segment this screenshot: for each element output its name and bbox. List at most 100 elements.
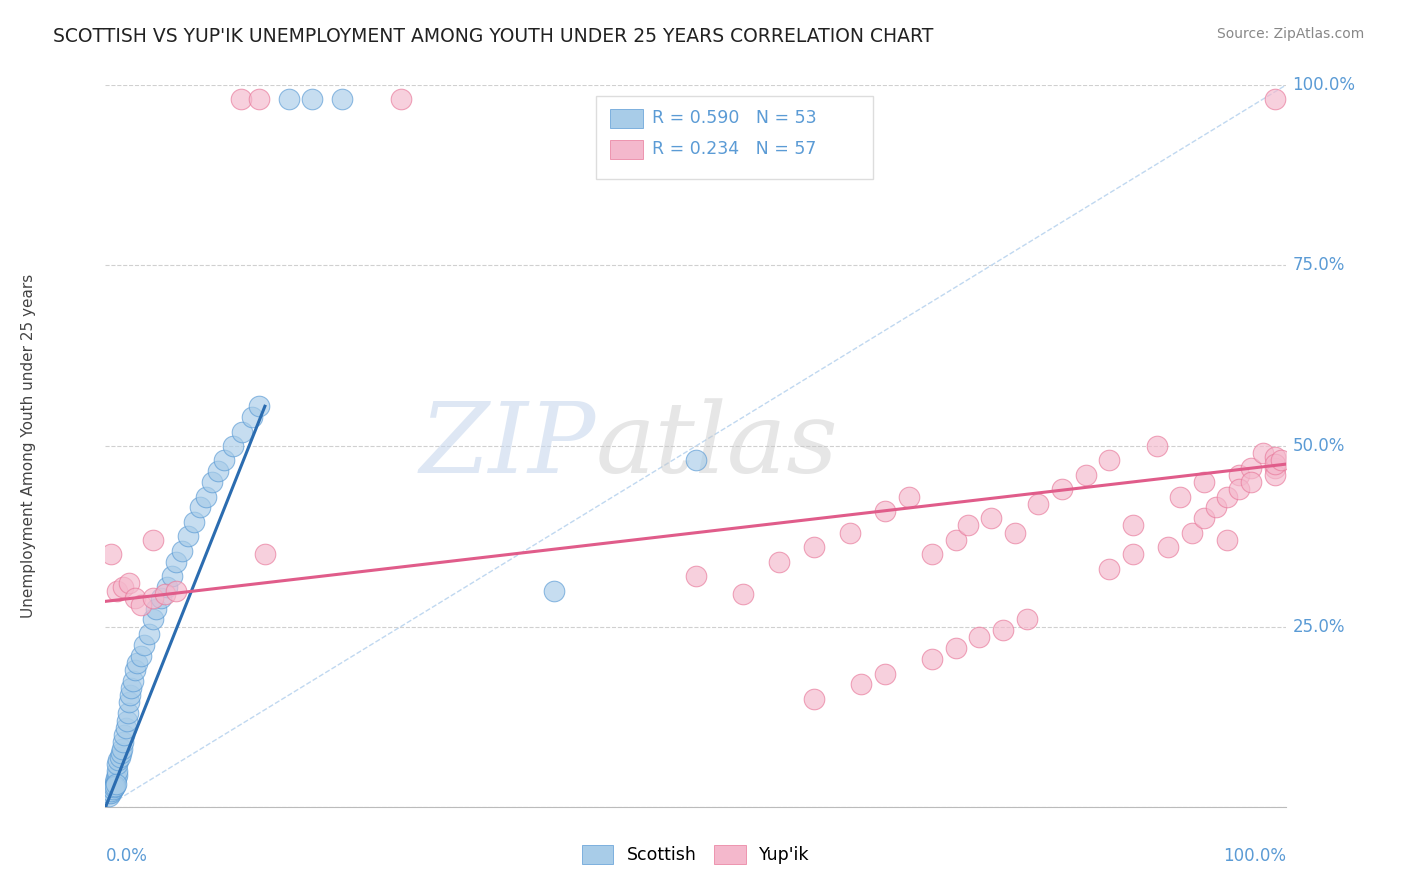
Point (330, 92, 353, 106)
Point (1192, 475, 1215, 489)
Point (194, 490, 217, 504)
Point (1216, 490, 1239, 504)
Point (389, 92, 412, 106)
Point (207, 464, 229, 478)
Point (134, 638, 156, 652)
Point (991, 624, 1014, 638)
Point (101, 782, 124, 797)
Point (969, 631, 991, 645)
Point (945, 641, 967, 656)
Point (121, 673, 143, 688)
Point (803, 692, 825, 706)
Point (945, 533, 967, 547)
Point (921, 652, 943, 666)
Point (129, 648, 152, 663)
Point (120, 688, 142, 702)
Point (104, 779, 127, 793)
Point (897, 490, 920, 504)
Point (240, 410, 263, 425)
FancyBboxPatch shape (596, 95, 873, 178)
Point (247, 399, 270, 413)
Point (112, 735, 135, 749)
Point (149, 591, 172, 605)
Text: 50.0%: 50.0% (1292, 437, 1344, 455)
Point (104, 775, 127, 789)
Point (112, 580, 135, 594)
Point (129, 598, 152, 612)
Point (1098, 453, 1121, 467)
Point (1264, 460, 1286, 475)
Point (100, 784, 122, 798)
Point (733, 587, 755, 601)
Point (172, 543, 194, 558)
Point (117, 706, 139, 721)
Point (1004, 525, 1026, 540)
Point (851, 677, 873, 691)
Point (1050, 483, 1073, 497)
Point (222, 439, 245, 453)
Point (112, 728, 135, 742)
Point (231, 425, 253, 439)
Text: R = 0.590   N = 53: R = 0.590 N = 53 (652, 109, 817, 127)
Point (1205, 500, 1227, 515)
Point (103, 779, 125, 793)
Text: 100.0%: 100.0% (1223, 847, 1286, 865)
Text: Unemployment Among Youth under 25 years: Unemployment Among Youth under 25 years (21, 274, 37, 618)
Point (1216, 533, 1239, 547)
Point (1181, 525, 1204, 540)
Point (98, 789, 121, 804)
Point (105, 777, 128, 791)
Point (98, 786, 121, 800)
Point (543, 583, 565, 598)
Point (124, 591, 146, 605)
Point (188, 500, 211, 515)
Point (105, 756, 128, 771)
Point (1264, 450, 1286, 464)
Point (685, 569, 707, 583)
Point (956, 518, 979, 533)
Point (160, 569, 183, 583)
Point (1146, 439, 1168, 453)
Point (101, 782, 124, 797)
Point (100, 786, 122, 800)
Point (1168, 490, 1191, 504)
Point (100, 548, 122, 562)
Point (1227, 483, 1250, 497)
Point (1264, 457, 1286, 471)
Text: Source: ZipAtlas.com: Source: ZipAtlas.com (1216, 27, 1364, 41)
Point (247, 92, 270, 106)
FancyBboxPatch shape (610, 140, 643, 159)
Point (105, 772, 128, 786)
Point (231, 92, 253, 106)
Text: 0.0%: 0.0% (105, 847, 148, 865)
Point (120, 681, 142, 695)
Text: 100.0%: 100.0% (1292, 76, 1355, 94)
Point (142, 612, 165, 626)
Point (138, 627, 160, 641)
Point (153, 587, 176, 601)
Point (108, 749, 131, 764)
Text: atlas: atlas (596, 399, 838, 493)
Point (873, 504, 896, 518)
FancyBboxPatch shape (610, 110, 643, 128)
Point (177, 529, 200, 543)
Text: 75.0%: 75.0% (1292, 256, 1344, 275)
Point (1157, 540, 1180, 554)
Point (201, 475, 224, 489)
Point (110, 746, 132, 760)
Point (127, 656, 149, 670)
Legend: Scottish, Yup'ik: Scottish, Yup'ik (575, 838, 817, 871)
Point (1251, 446, 1274, 460)
Point (105, 768, 128, 782)
Point (685, 453, 707, 467)
Text: ZIP: ZIP (419, 399, 596, 493)
Point (1227, 467, 1250, 482)
Text: SCOTTISH VS YUP'IK UNEMPLOYMENT AMONG YOUTH UNDER 25 YEARS CORRELATION CHART: SCOTTISH VS YUP'IK UNEMPLOYMENT AMONG YO… (53, 27, 934, 45)
Point (838, 525, 860, 540)
Point (1240, 475, 1263, 489)
Point (105, 583, 128, 598)
Point (142, 533, 165, 547)
Point (768, 555, 790, 569)
Point (1264, 467, 1286, 482)
Point (183, 515, 205, 529)
